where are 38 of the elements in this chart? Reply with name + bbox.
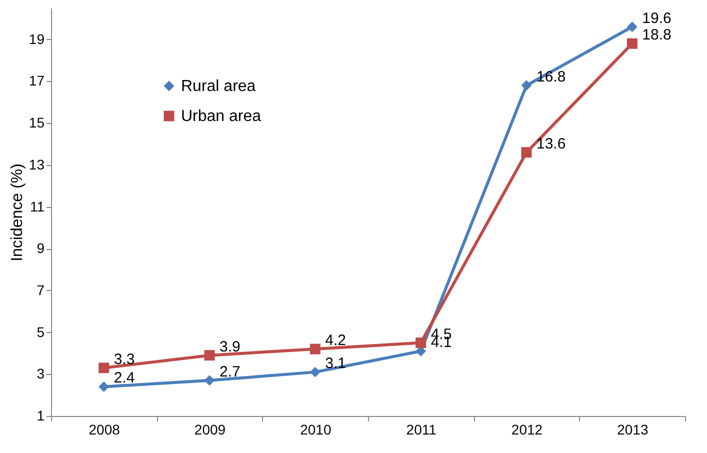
- data-label: 18.8: [642, 26, 672, 44]
- point: [310, 366, 320, 378]
- data-label: 13.6: [536, 135, 566, 152]
- x-tick-label: 2008: [88, 422, 120, 438]
- y-tick-label: 19: [28, 30, 45, 47]
- legend-label: Urban area: [181, 108, 262, 125]
- data-label: 3.9: [220, 338, 240, 356]
- point: [626, 22, 638, 32]
- data-label: 3.3: [114, 350, 135, 368]
- y-tick-label: 1: [36, 408, 45, 424]
- x-tick-label: 2010: [300, 422, 332, 438]
- y-tick-label: 11: [30, 198, 45, 214]
- x-tick-label: 2009: [194, 422, 226, 438]
- data-label: 2.7: [220, 363, 240, 380]
- data-label: 4.2: [325, 332, 346, 350]
- y-tick-label: 15: [28, 114, 45, 131]
- point: [521, 80, 532, 91]
- y-tick-label: 5: [36, 324, 45, 340]
- y-tick-label: 17: [28, 72, 45, 89]
- point: [626, 38, 638, 49]
- point: [416, 338, 426, 348]
- y-tick-label: 3: [36, 366, 45, 382]
- point: [310, 344, 320, 354]
- x-tick-label: 2011: [406, 422, 437, 438]
- x-tick-label: 2013: [617, 422, 648, 438]
- point: [98, 362, 110, 374]
- x-tick-label: 2012: [511, 422, 543, 438]
- point: [98, 381, 110, 392]
- point: [204, 350, 215, 361]
- data-label: 19.6: [642, 10, 672, 27]
- point: [204, 375, 215, 386]
- y-axis-title: Incidence (%): [8, 164, 26, 262]
- y-tick-label: 13: [28, 156, 45, 172]
- y-tick-label: 7: [36, 282, 45, 298]
- point: [521, 147, 532, 158]
- y-tick-label: 9: [36, 240, 45, 256]
- data-label: 2.4: [114, 370, 135, 387]
- legend-label: Rural area: [181, 78, 256, 95]
